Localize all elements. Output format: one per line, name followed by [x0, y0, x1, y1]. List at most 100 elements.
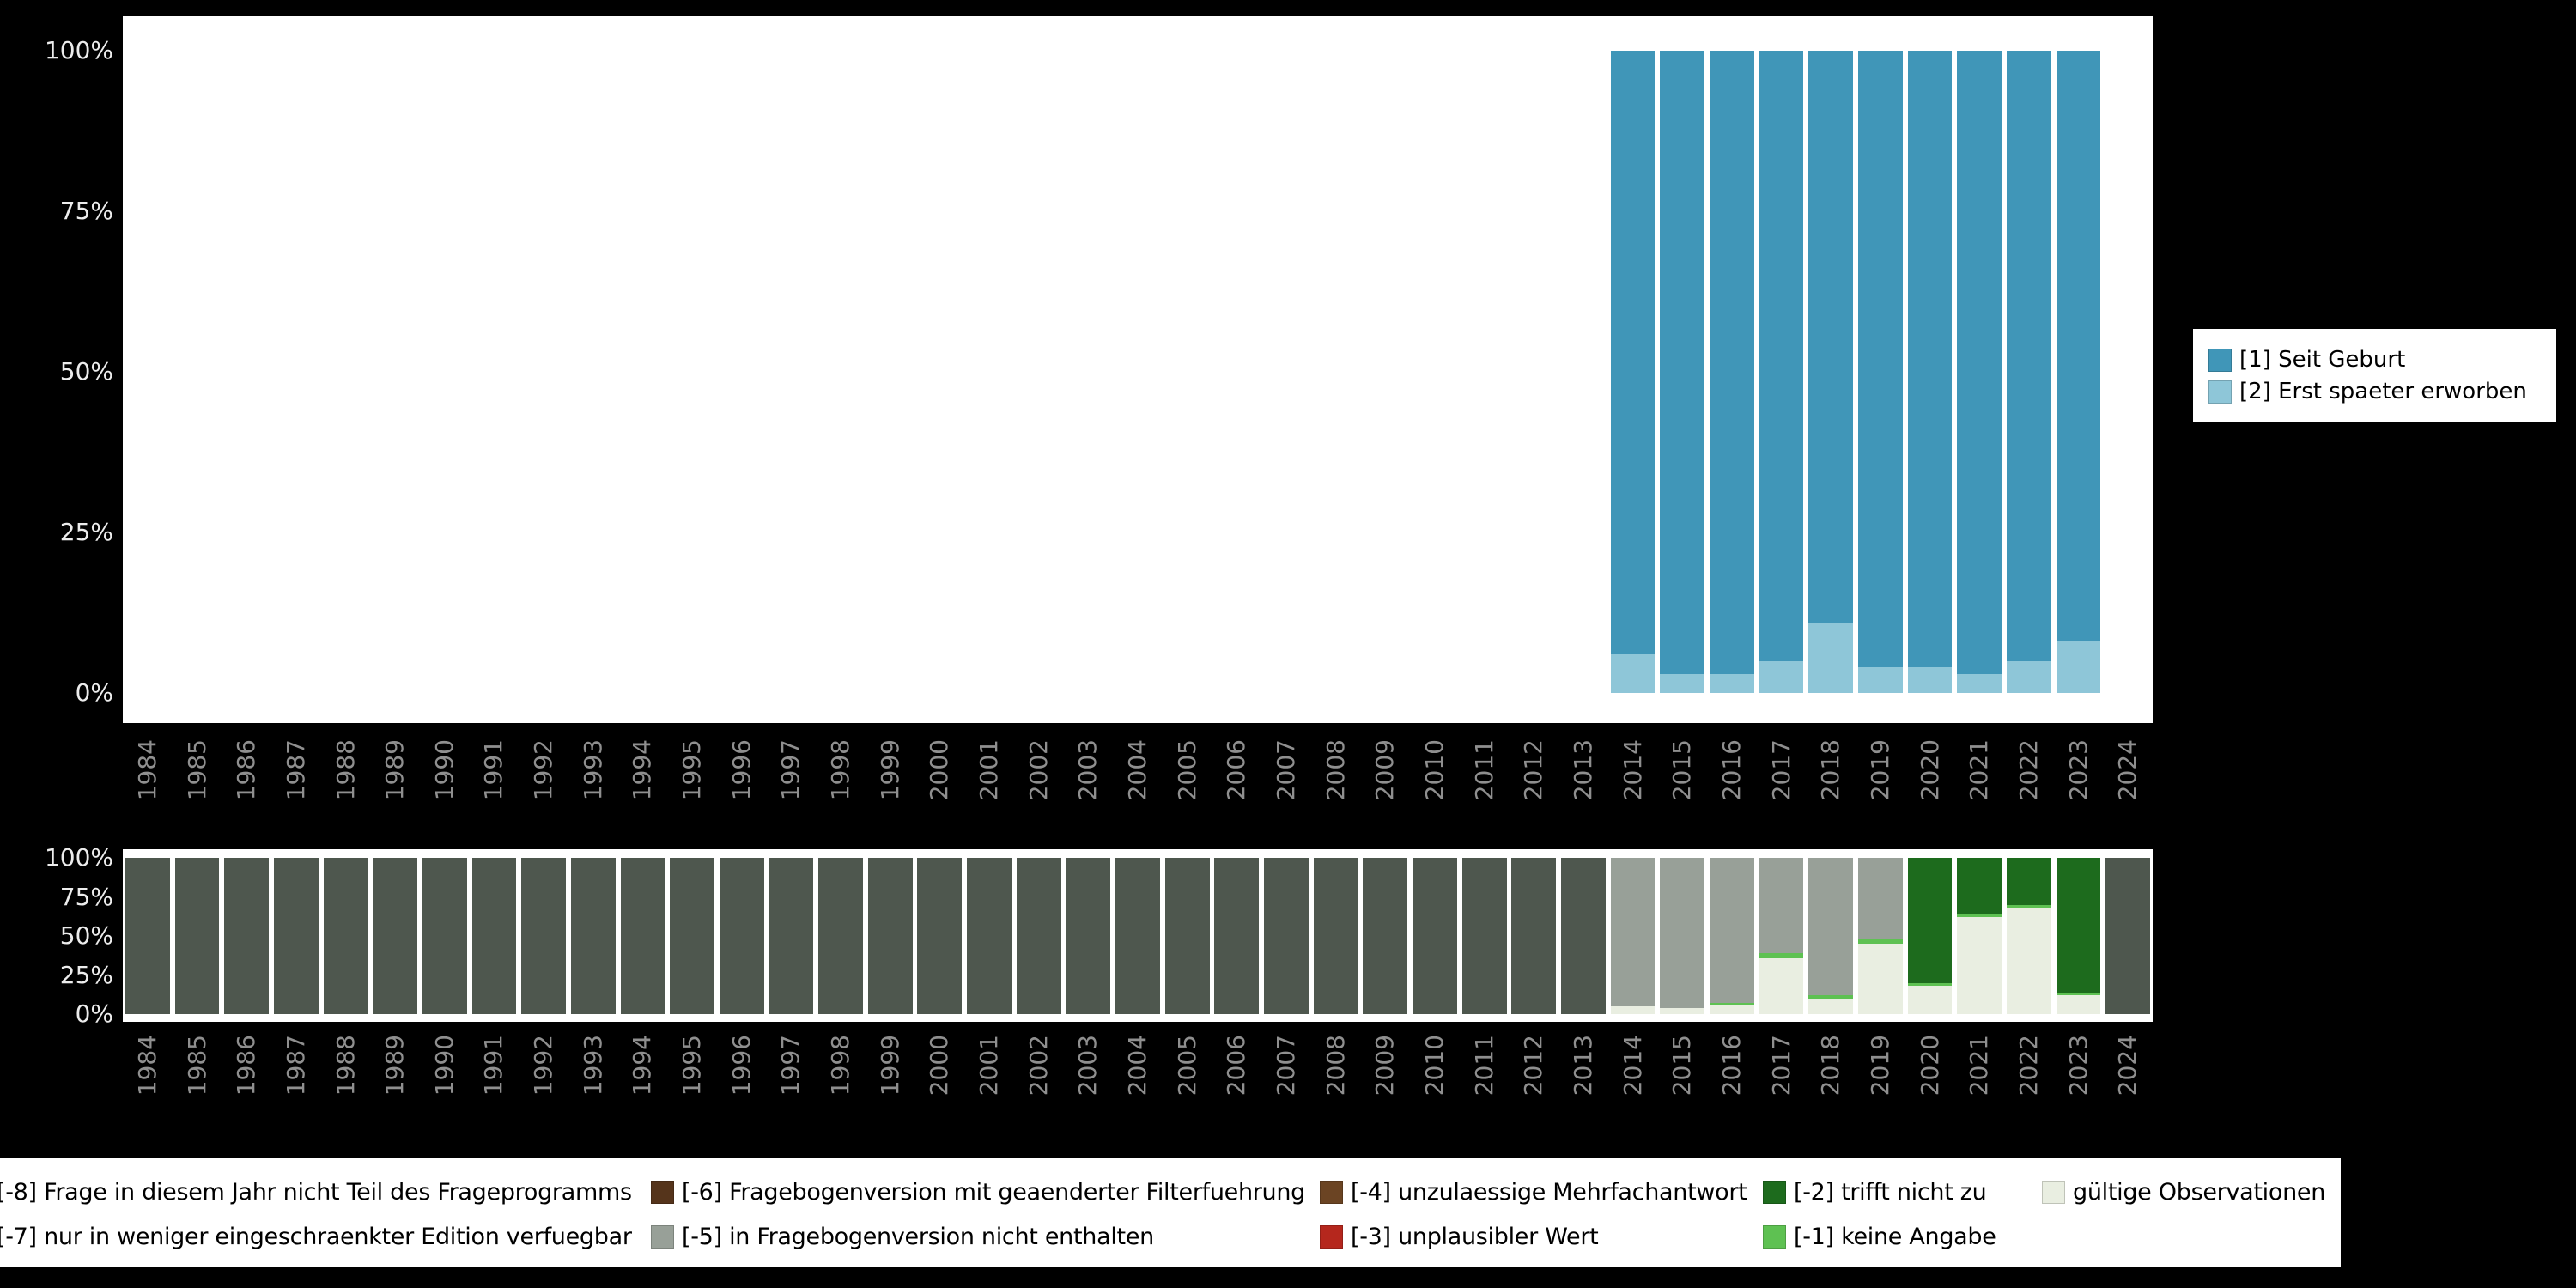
legend-item: [1] Seit Geburt [2208, 347, 2556, 373]
legend-item: [-1] keine Angabe [1763, 1224, 1996, 1250]
x-axis-tick-label: 1991 [479, 1035, 508, 1097]
bar-segment [1264, 858, 1309, 1014]
legend-label: [-5] in Fragebogenversion nicht enthalte… [682, 1224, 1154, 1250]
x-axis-tick-label: 1984 [132, 1035, 161, 1097]
x-axis-tick-label: 2012 [1519, 739, 1548, 801]
bar-segment [1759, 660, 1804, 693]
bar-segment [1759, 51, 1804, 661]
x-axis-tick-label: 2002 [1024, 739, 1053, 801]
missing-codes-legend: [-8] Frage in diesem Jahr nicht Teil des… [0, 1158, 2341, 1267]
legend-swatch-icon [1320, 1225, 1343, 1249]
x-axis-tick-label: 1993 [578, 739, 607, 801]
x-axis-tick-label: 2014 [1618, 1035, 1647, 1097]
x-axis-tick-label: 2001 [975, 739, 1003, 801]
bar-segment [1857, 667, 1903, 693]
x-axis-tick-label: 1996 [726, 1035, 756, 1097]
x-axis-tick-label: 2005 [1172, 1035, 1201, 1097]
legend-label: [-3] unplausibler Wert [1351, 1224, 1599, 1250]
x-axis-tick-label: 2016 [1716, 1035, 1746, 1097]
x-axis-tick-label: 1993 [578, 1035, 607, 1097]
legend-label: [-4] unzulaessige Mehrfachantwort [1351, 1179, 1747, 1206]
x-axis-tick-label: 2005 [1172, 739, 1201, 801]
x-axis-tick-label: 1987 [281, 739, 310, 801]
bar-segment [1907, 51, 1953, 668]
bar-segment [1066, 858, 1111, 1014]
x-axis-tick-label: 2002 [1024, 1035, 1053, 1097]
bar-segment [1511, 858, 1557, 1014]
x-axis-tick-label: 1985 [182, 1035, 211, 1097]
x-axis-tick-label: 1995 [677, 739, 707, 801]
legend-label: [-2] trifft nicht zu [1794, 1179, 1987, 1206]
x-axis-tick-label: 1994 [628, 1035, 657, 1097]
legend-label: [-8] Frage in diesem Jahr nicht Teil des… [0, 1179, 632, 1206]
legend-swatch-icon [1320, 1181, 1343, 1204]
x-axis-tick-label: 2009 [1370, 1035, 1400, 1097]
x-axis-tick-label: 2011 [1469, 739, 1498, 801]
x-axis-tick-label: 2024 [2113, 739, 2142, 801]
x-axis-tick-label: 2013 [1568, 739, 1597, 801]
bar-segment [1957, 51, 2002, 674]
bar-segment [323, 858, 368, 1014]
x-axis-tick-label: 1992 [529, 739, 558, 801]
bar-segment [1957, 914, 2002, 918]
y-axis-tick-label: 25% [59, 960, 113, 989]
bar-segment [422, 858, 467, 1014]
bar-segment [1710, 1005, 1754, 1014]
bottom-chart-plot-area [123, 849, 2153, 1022]
x-axis-tick-label: 2010 [1420, 1035, 1449, 1097]
y-axis-tick-label: 50% [59, 921, 113, 950]
bar-segment [1957, 673, 2002, 693]
legend-item: [-4] unzulaessige Mehrfachantwort [1320, 1179, 1747, 1206]
x-axis-tick-label: 2017 [1766, 739, 1795, 801]
bar-segment [2056, 641, 2101, 693]
y-axis-tick-label: 50% [59, 357, 113, 386]
x-axis-tick-label: 2021 [1965, 739, 1994, 801]
bar-segment [1759, 953, 1804, 958]
bar-segment [1313, 858, 1358, 1014]
bar-segment [1710, 51, 1754, 674]
bar-segment [1461, 858, 1507, 1014]
bar-segment [1857, 51, 1903, 668]
bar-segment [620, 858, 665, 1014]
bar-segment [2056, 858, 2101, 993]
bar-segment [1857, 944, 1903, 1014]
x-axis-tick-label: 2007 [1272, 739, 1300, 801]
x-axis-tick-label: 1998 [826, 739, 854, 801]
bar-segment [2006, 904, 2051, 908]
x-axis-tick-label: 1989 [380, 1035, 410, 1097]
bar-segment [818, 858, 863, 1014]
legend-label: [-7] nur in weniger eingeschraenkter Edi… [0, 1224, 632, 1250]
bar-segment [1808, 51, 1854, 623]
x-axis-tick-label: 2023 [2063, 739, 2093, 801]
x-axis-tick-label: 2022 [2014, 739, 2043, 801]
y-axis-tick-label: 25% [59, 518, 113, 546]
x-axis-tick-label: 1994 [628, 739, 657, 801]
bar-segment [1610, 858, 1656, 1006]
x-axis-tick-label: 1988 [331, 739, 360, 801]
x-axis-tick-label: 2016 [1716, 739, 1746, 801]
x-axis-tick-label: 1986 [232, 739, 261, 801]
top-chart-legend: [1] Seit Geburt [2] Erst spaeter erworben [2193, 329, 2556, 422]
legend-swatch-icon [651, 1181, 674, 1204]
legend-item: [-3] unplausibler Wert [1320, 1224, 1599, 1250]
bar-segment [1660, 673, 1705, 693]
x-axis-tick-label: 2001 [975, 1035, 1003, 1097]
bar-segment [670, 858, 714, 1014]
x-axis-tick-label: 1990 [429, 1035, 459, 1097]
x-axis-tick-label: 2006 [1222, 739, 1251, 801]
x-axis-tick-label: 1986 [232, 1035, 261, 1097]
x-axis-tick-label: 2013 [1568, 1035, 1597, 1097]
x-axis-tick-label: 1990 [429, 739, 459, 801]
x-axis-tick-label: 1985 [182, 739, 211, 801]
x-axis-tick-label: 2019 [1865, 739, 1894, 801]
legend-swatch-icon [1763, 1225, 1786, 1249]
x-axis-tick-label: 1997 [776, 739, 805, 801]
bar-segment [1610, 51, 1656, 655]
bar-segment [967, 858, 1012, 1014]
bar-segment [1857, 858, 1903, 939]
bar-segment [2006, 908, 2051, 1014]
legend-label: [1] Seit Geburt [2239, 347, 2406, 373]
bar-segment [521, 858, 567, 1014]
bar-segment [1907, 667, 1953, 693]
